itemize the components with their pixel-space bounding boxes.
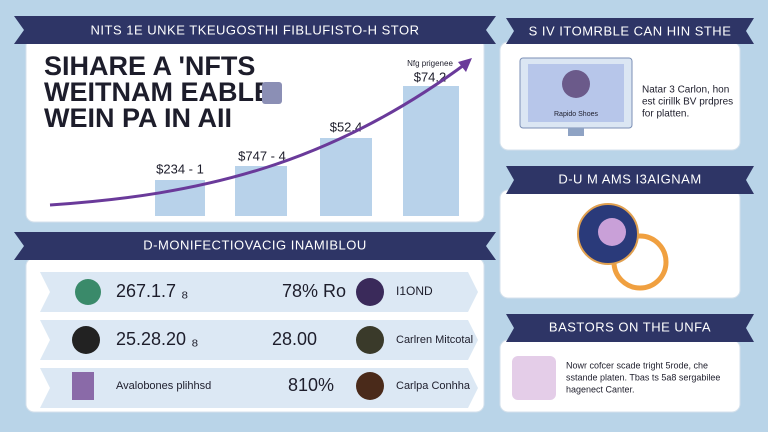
cell: Avalobones plihhsd: [116, 380, 211, 392]
bar-label: $747 - 4: [238, 148, 286, 163]
headline: SIHARE A 'NFTS WEITNAM EABLE WEIN PA IN …: [44, 51, 272, 133]
headline-line: SIHARE A 'NFTS: [44, 51, 255, 81]
banner-text: BASTORS ON THE UNFA: [549, 319, 711, 334]
headline-line: WEIN PA IN AII: [44, 103, 232, 133]
row-icon: [356, 372, 384, 400]
text-block: Nowr cofcer scade tright 5rode, che ssta…: [566, 360, 720, 394]
arrow-head: [458, 58, 472, 72]
icon: [512, 356, 556, 400]
text-line: for platten.: [642, 109, 689, 120]
cell: 25.28.20 ₈: [116, 329, 199, 349]
cell: 267.1.7 ₈: [116, 281, 189, 301]
headline-line: WEITNAM EABLE: [44, 77, 272, 107]
text-line: sstande platen. Tbas ts 5a8 sergabilee: [566, 372, 720, 382]
bar: [320, 138, 372, 216]
icon: [262, 82, 282, 104]
row-icon: [72, 326, 100, 354]
row-icon: [72, 372, 94, 400]
banner-text: S IV ITOMRBLE CAN HIN STHE: [529, 23, 732, 38]
banner: [506, 314, 754, 342]
cell: 78% Ro: [282, 281, 346, 301]
bar-note: Nfg prigenee: [407, 59, 453, 68]
text-line: est cirillk BV prdpres: [642, 97, 733, 108]
monitor-stand: [568, 128, 584, 136]
screen-image: [562, 70, 590, 98]
bar: [403, 86, 459, 216]
row-icon: [356, 326, 384, 354]
banner-text: NITS 1E UNKE TKEUGOSTHI FIBLUFISTO-H STO…: [91, 22, 420, 37]
text-block: Natar 3 Carlon, hon est cirillk BV prdpr…: [642, 85, 733, 120]
row-icon: [75, 279, 101, 305]
bar-label: $74.2: [414, 69, 447, 84]
badge-art: [598, 218, 626, 246]
text-line: Nowr cofcer scade tright 5rode, che: [566, 360, 708, 370]
text-line: Natar 3 Carlon, hon: [642, 85, 729, 96]
trend-arrow: [49, 60, 469, 207]
banner: [14, 232, 496, 260]
banner-text: D-MONIFECTIOVACIG INAMIBLOU: [143, 237, 366, 252]
banner: [14, 16, 496, 44]
cell: I1OND: [396, 284, 433, 298]
text-line: hagenect Canter.: [566, 384, 635, 394]
banner: [506, 18, 754, 44]
banner-text: D-U M AMS I3AIGNAM: [558, 171, 701, 186]
bars: [155, 86, 459, 216]
cell: 810%: [288, 375, 334, 395]
cell: Carlpa Conhha: [396, 380, 471, 392]
cell: 28.00: [272, 329, 317, 349]
cell: Carlren Mitcotal: [396, 334, 473, 346]
rows: 267.1.7 ₈ 78% Ro I1OND 25.28.20 ₈ 28.00 …: [116, 281, 473, 395]
row-icon: [356, 278, 384, 306]
bar-label: $234 - 1: [156, 161, 204, 176]
screen-caption: Rapido Shoes: [554, 111, 598, 118]
bar-label: $52.4: [330, 119, 363, 134]
banner: [506, 166, 754, 194]
